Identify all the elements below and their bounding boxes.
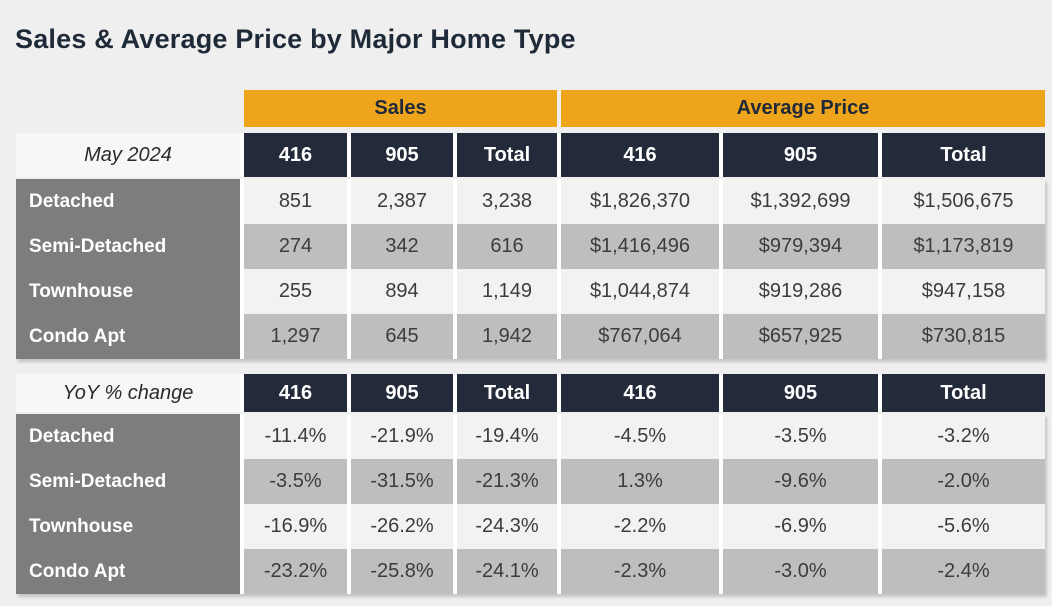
table-cell: $1,826,370 [561,179,719,224]
column-header-price-total: Total [882,133,1045,177]
table-cell: -26.2% [351,504,453,549]
row-label-condo-apt: Condo Apt [29,560,126,582]
table-cell: 2,387 [351,179,453,224]
table-cell: -2.0% [882,459,1045,504]
column-header-price-416: 416 [561,374,719,412]
table-cell: 342 [351,224,453,269]
table-cell: -3.5% [723,414,878,459]
column-header-sales-total: Total [457,133,557,177]
column-header-sales-416: 416 [244,133,347,177]
row-label-detached: Detached [29,425,115,447]
column-header-sales-total: Total [457,374,557,412]
table-cell: -11.4% [244,414,347,459]
yoy-change-header-row: YoY % change 416 905 Total 416 905 Total [16,374,1045,412]
group-header-row: Sales Average Price [16,90,1045,127]
table-cell: 851 [244,179,347,224]
table-cell: 1.3% [561,459,719,504]
table-cell: 1,149 [457,269,557,314]
table-cell: -2.2% [561,504,719,549]
table-cell: -16.9% [244,504,347,549]
column-header-sales-905: 905 [351,133,453,177]
table-cell: -25.8% [351,549,453,594]
table-cell: 1,297 [244,314,347,359]
table-cell: -2.3% [561,549,719,594]
table-cell: 255 [244,269,347,314]
section-label-yoy-change: YoY % change [16,374,240,412]
column-header-price-416: 416 [561,133,719,177]
column-header-price-905: 905 [723,133,878,177]
table-cell: $979,394 [723,224,878,269]
table-cell: -19.4% [457,414,557,459]
table-cell: -21.9% [351,414,453,459]
table-cell: 616 [457,224,557,269]
may-2024-body: Detached Semi-Detached Townhouse Condo A… [16,179,1045,359]
row-label-townhouse: Townhouse [29,515,134,537]
table-cell: $1,416,496 [561,224,719,269]
table-cell: -5.6% [882,504,1045,549]
table-cell: $1,506,675 [882,179,1045,224]
table-cell: -3.0% [723,549,878,594]
home-type-table: Sales Average Price May 2024 416 905 Tot… [16,90,1045,594]
yoy-change-body: Detached Semi-Detached Townhouse Condo A… [16,414,1045,594]
table-cell: 1,942 [457,314,557,359]
column-header-sales-416: 416 [244,374,347,412]
table-cell: 3,238 [457,179,557,224]
section-gap [16,359,1045,374]
table-cell: -21.3% [457,459,557,504]
table-cell: -23.2% [244,549,347,594]
column-header-sales-905: 905 [351,374,453,412]
table-cell: -24.1% [457,549,557,594]
table-cell: $1,173,819 [882,224,1045,269]
row-label-townhouse: Townhouse [29,280,134,302]
table-cell: $947,158 [882,269,1045,314]
may-2024-header-row: May 2024 416 905 Total 416 905 Total [16,133,1045,177]
table-cell: -9.6% [723,459,878,504]
page-title: Sales & Average Price by Major Home Type [15,24,576,54]
table-cell: 645 [351,314,453,359]
row-label-detached: Detached [29,190,115,212]
table-cell: -4.5% [561,414,719,459]
table-cell: $919,286 [723,269,878,314]
table-cell: $730,815 [882,314,1045,359]
table-cell: 274 [244,224,347,269]
section-label-may-2024: May 2024 [16,133,240,177]
column-header-price-905: 905 [723,374,878,412]
table-cell: -3.2% [882,414,1045,459]
table-cell: $657,925 [723,314,878,359]
table-cell: -24.3% [457,504,557,549]
sales-group-header: Sales [244,90,557,127]
table-cell: -2.4% [882,549,1045,594]
table-cell: -6.9% [723,504,878,549]
table-cell: $1,392,699 [723,179,878,224]
table-cell: 894 [351,269,453,314]
row-label-semi-detached: Semi-Detached [29,235,167,257]
row-label-condo-apt: Condo Apt [29,325,126,347]
average-price-group-header: Average Price [561,90,1045,127]
table-cell: $767,064 [561,314,719,359]
table-cell: -31.5% [351,459,453,504]
table-cell: $1,044,874 [561,269,719,314]
row-label-column: Detached Semi-Detached Townhouse Condo A… [16,179,240,359]
column-header-price-total: Total [882,374,1045,412]
table-cell: -3.5% [244,459,347,504]
row-label-semi-detached: Semi-Detached [29,470,167,492]
row-label-column: Detached Semi-Detached Townhouse Condo A… [16,414,240,594]
